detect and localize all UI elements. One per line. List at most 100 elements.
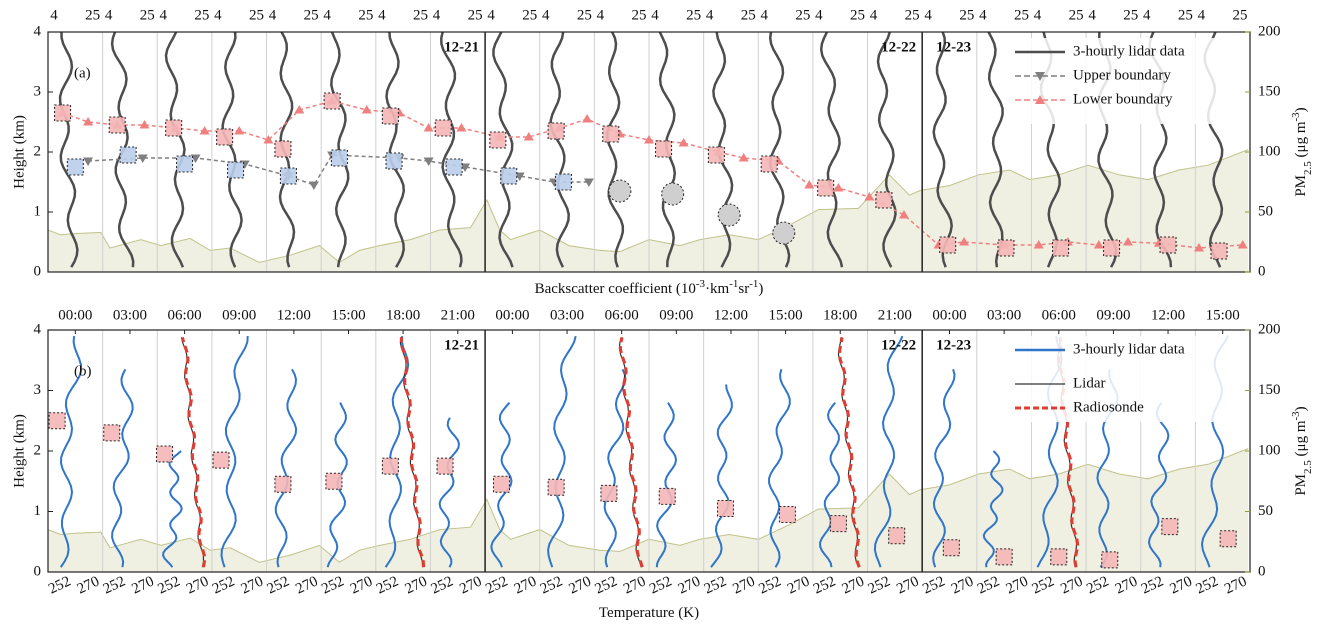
box-marker <box>385 152 403 170</box>
x-tick-label: 21:00 <box>441 307 475 323</box>
box-marker <box>48 412 66 430</box>
boundary-marker <box>678 138 689 147</box>
top-tick-label: 4 <box>323 7 331 23</box>
x-tick-label: 15:00 <box>331 307 365 323</box>
profile <box>1147 402 1170 568</box>
top-tick-label: 4 <box>542 7 550 23</box>
pm25-edge <box>47 149 1249 264</box>
profile <box>111 368 134 568</box>
profile <box>603 368 627 568</box>
top-tick-label: 25 <box>304 7 319 23</box>
y2-tick-label: 0 <box>1258 563 1266 579</box>
profile <box>932 369 956 568</box>
legend-label: 3-hourly lidar data <box>1073 43 1185 59</box>
y-tick-label: 2 <box>34 442 42 458</box>
x-tick-label: 03:00 <box>113 307 147 323</box>
y2-axis-title-part: PM <box>1293 175 1309 197</box>
boundary-marker <box>456 123 467 132</box>
profile <box>221 31 243 268</box>
profile <box>59 336 83 568</box>
box-marker <box>760 155 778 173</box>
bottom-tick-label: 252 <box>975 573 1002 597</box>
x-axis-title-part: -1 <box>729 278 738 290</box>
box-marker <box>279 167 297 185</box>
top-tick-label: 4 <box>160 7 168 23</box>
overlay-profile <box>399 337 426 568</box>
bottom-tick-label: 270 <box>730 573 757 597</box>
top-tick-label: 4 <box>269 7 277 23</box>
x-tick-label: 00:00 <box>932 307 966 323</box>
top-tick-label: 4 <box>1143 7 1151 23</box>
y2-axis-title-part: PM <box>1293 474 1309 496</box>
bottom-tick-label: 270 <box>1168 573 1195 597</box>
bottom-tick-label: 252 <box>1084 573 1111 597</box>
box-marker <box>547 122 565 140</box>
profile <box>384 336 410 568</box>
top-tick-label: 25 <box>1233 7 1248 23</box>
x-axis-title-part: -1 <box>749 278 758 290</box>
x-tick-label: 09:00 <box>1096 307 1130 323</box>
legend-label: 3-hourly lidar data <box>1073 341 1185 357</box>
day-label: 12-23 <box>936 337 971 353</box>
top-tick-label: 4 <box>815 7 823 23</box>
x-tick-label: 00:00 <box>495 307 529 323</box>
top-tick-label: 25 <box>140 7 155 23</box>
y-tick-label: 0 <box>34 563 42 579</box>
box-marker <box>554 173 572 191</box>
y2-axis-title-part: 2.5 <box>1302 161 1314 175</box>
y2-axis-title-part: (μg m <box>1293 420 1309 460</box>
bottom-tick-label: 252 <box>866 573 893 597</box>
top-tick-label: 4 <box>1034 7 1042 23</box>
boundary-marker <box>514 172 525 181</box>
boundary-marker <box>523 132 534 141</box>
top-tick-label: 25 <box>686 7 701 23</box>
boundary-marker <box>1122 237 1133 246</box>
bottom-tick-label: 252 <box>319 573 346 597</box>
box-marker <box>156 445 174 463</box>
box-marker <box>274 475 292 493</box>
bottom-tick-label: 252 <box>1139 573 1166 597</box>
panel-label: (b) <box>74 363 92 379</box>
profile <box>330 31 350 268</box>
bottom-tick-label: 270 <box>840 573 867 597</box>
boundary-marker <box>1033 240 1044 249</box>
x-tick-label: 21:00 <box>878 307 912 323</box>
box-marker <box>445 158 463 176</box>
x-tick-label: 18:00 <box>823 307 857 323</box>
top-tick-label: 25 <box>468 7 483 23</box>
top-tick-label: 4 <box>1088 7 1096 23</box>
profile <box>164 31 186 268</box>
top-tick-label: 25 <box>1069 7 1084 23</box>
box-marker <box>434 119 452 137</box>
top-tick-label: 4 <box>50 7 58 23</box>
top-tick-label: 4 <box>761 7 769 23</box>
profile <box>490 401 513 568</box>
box-marker <box>489 131 507 149</box>
pm25-edge <box>47 448 1249 563</box>
boundary-marker <box>137 154 148 163</box>
profile <box>982 450 1004 568</box>
boundary-marker <box>423 123 434 132</box>
boundary-line <box>62 100 1243 249</box>
y2-tick-label: 150 <box>1258 382 1281 398</box>
bottom-tick-label: 252 <box>46 573 73 597</box>
x-tick-label: 06:00 <box>1042 307 1076 323</box>
y-tick-label: 1 <box>34 503 42 519</box>
profile <box>220 336 249 568</box>
box-marker <box>829 515 847 533</box>
box-marker <box>995 548 1013 566</box>
box-marker <box>436 457 454 475</box>
overlay-profile <box>618 336 644 568</box>
bottom-tick-label: 252 <box>920 573 947 597</box>
bottom-tick-label: 270 <box>894 573 921 597</box>
boundary-marker <box>139 120 150 129</box>
x-tick-label: 06:00 <box>605 307 639 323</box>
x-tick-label: 15:00 <box>1206 307 1240 323</box>
overlay-profile <box>837 337 861 568</box>
day-label: 12-21 <box>444 39 479 55</box>
bottom-tick-label: 270 <box>1058 573 1085 597</box>
boundary-marker <box>804 180 815 189</box>
y-tick-label: 3 <box>34 83 42 99</box>
box-marker <box>602 125 620 143</box>
bottom-tick-label: 252 <box>265 573 292 597</box>
